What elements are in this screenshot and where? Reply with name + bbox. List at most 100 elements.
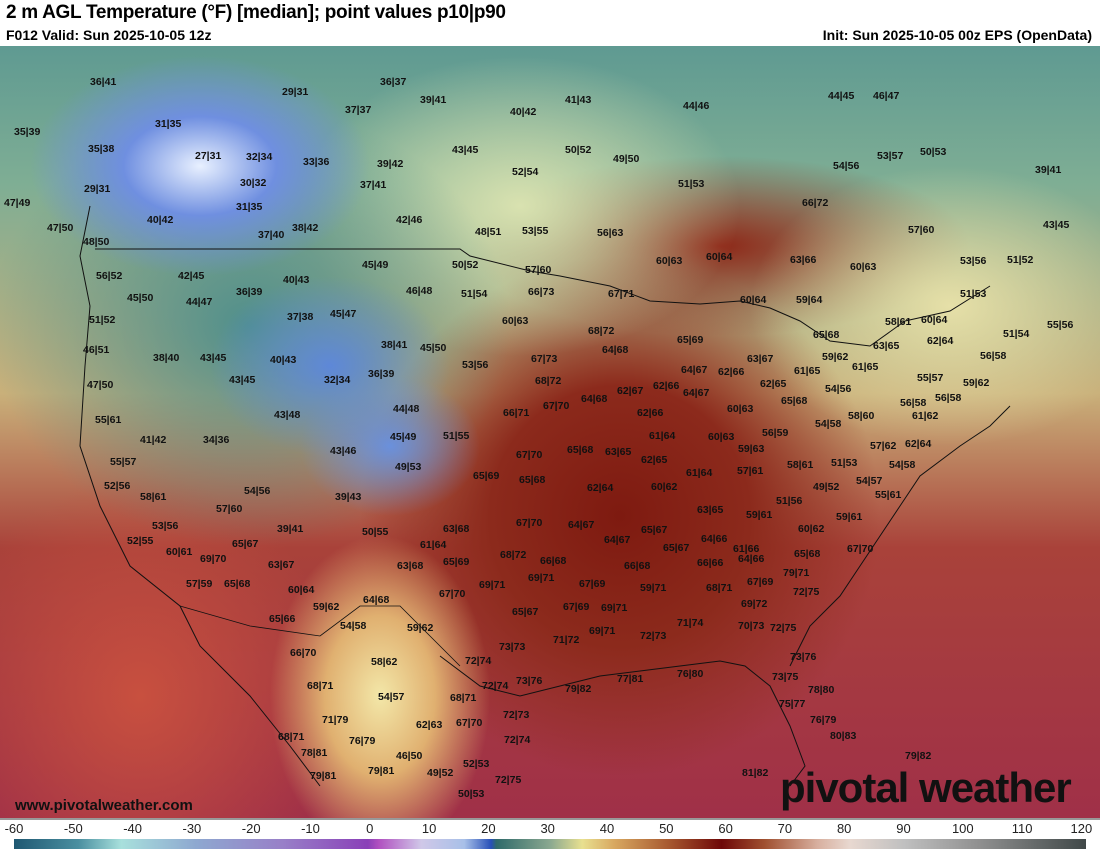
point-value: 49|52: [427, 767, 454, 779]
point-value: 46|47: [873, 90, 900, 102]
point-value: 40|43: [283, 274, 310, 286]
point-value: 59|71: [640, 582, 667, 594]
east-coast: [789, 405, 1011, 667]
point-value: 36|39: [236, 286, 263, 298]
colorbar-tick-label: -40: [123, 821, 142, 836]
point-value: 63|67: [747, 353, 774, 365]
point-value: 53|56: [960, 255, 987, 267]
point-value: 48|51: [475, 226, 502, 238]
colorbar-tick-label: 80: [836, 821, 852, 836]
point-value: 37|40: [258, 229, 285, 241]
point-value: 59|61: [836, 511, 863, 523]
point-value: 62|66: [637, 407, 664, 419]
point-value: 40|42: [147, 214, 174, 226]
point-value: 52|53: [463, 758, 490, 770]
point-value: 43|45: [1043, 219, 1070, 231]
point-value: 37|41: [360, 179, 387, 191]
point-value: 52|54: [512, 166, 539, 178]
point-value: 66|72: [802, 197, 829, 209]
site-url[interactable]: www.pivotalweather.com: [15, 797, 193, 814]
point-value: 42|46: [396, 214, 423, 226]
temperature-map[interactable]: 36|41 29|31 36|37 37|37 39|41 40|42 41|43 44|46…: [0, 46, 1100, 818]
point-value: 54|56: [825, 383, 852, 395]
point-value: 62|67: [617, 385, 644, 397]
point-value: 71|72: [553, 634, 580, 646]
point-value: 62|63: [416, 719, 443, 731]
point-value: 47|50: [47, 222, 74, 234]
valid-time: F012 Valid: Sun 2025-10-05 12z: [6, 27, 212, 43]
point-value: 65|67: [232, 538, 259, 550]
point-value: 65|69: [473, 470, 500, 482]
point-value: 50|52: [452, 259, 479, 271]
point-value: 67|69: [747, 576, 774, 588]
point-value: 54|56: [833, 160, 860, 172]
point-value: 60|64: [288, 584, 315, 596]
point-value: 45|47: [330, 308, 357, 320]
point-value: 65|68: [224, 578, 251, 590]
point-value: 51|53: [678, 178, 705, 190]
point-value: 44|48: [393, 403, 420, 415]
point-value: 69|70: [200, 553, 227, 565]
point-value: 71|79: [322, 714, 349, 726]
point-value: 57|60: [908, 224, 935, 236]
point-value: 69|71: [589, 625, 616, 637]
point-value: 61|65: [852, 361, 879, 373]
point-value: 50|53: [920, 146, 947, 158]
point-value: 77|81: [617, 673, 644, 685]
point-value: 51|54: [1003, 328, 1030, 340]
point-value: 58|60: [848, 410, 875, 422]
point-value: 46|51: [83, 344, 110, 356]
colorbar-tick-label: -10: [301, 821, 320, 836]
point-value: 79|81: [368, 765, 395, 777]
point-value: 58|61: [140, 491, 167, 503]
colorbar-tick-label: 90: [896, 821, 911, 836]
colorbar-tick-label: -30: [182, 821, 202, 836]
point-value: 69|71: [601, 602, 628, 614]
point-value: 40|42: [510, 106, 537, 118]
us-canada-border: [95, 248, 991, 347]
point-value: 43|46: [330, 445, 357, 457]
point-value: 73|76: [790, 651, 817, 663]
colorbar-tick-label: 30: [540, 821, 555, 836]
point-value: 27|31: [195, 150, 222, 162]
point-value: 39|41: [277, 523, 304, 535]
point-value: 67|70: [516, 449, 543, 461]
point-value: 67|70: [847, 543, 874, 555]
colorbar-tick-label: 10: [421, 821, 437, 836]
point-value: 72|74: [504, 734, 531, 746]
point-value: 76|80: [677, 668, 704, 680]
point-value: 62|66: [718, 366, 745, 378]
point-value: 60|63: [708, 431, 735, 443]
point-value: 64|67: [604, 534, 631, 546]
point-value: 65|68: [813, 329, 840, 341]
point-value: 56|59: [762, 427, 789, 439]
point-value: 50|52: [565, 144, 592, 156]
point-value: 61|65: [794, 365, 821, 377]
point-value: 55|56: [1047, 319, 1074, 331]
brand-watermark: pivotal weather: [780, 764, 1072, 811]
point-value: 55|61: [875, 489, 902, 501]
point-value: 72|73: [640, 630, 667, 642]
point-value: 39|41: [420, 94, 447, 106]
point-value: 32|34: [246, 151, 273, 163]
point-value: 34|36: [203, 434, 230, 446]
point-value: 63|65: [873, 340, 900, 352]
point-value: 59|62: [313, 601, 340, 613]
point-value: 51|56: [776, 495, 803, 507]
point-value: 60|64: [740, 294, 767, 306]
point-value: 66|73: [528, 286, 555, 298]
point-value: 31|35: [155, 118, 182, 130]
point-value: 80|83: [830, 730, 857, 742]
point-value: 63|66: [790, 254, 817, 266]
colorbar-tick-label: 120: [1070, 821, 1093, 836]
colorbar-tick-label: 110: [1011, 821, 1033, 836]
point-value: 39|41: [1035, 164, 1062, 176]
point-value: 40|43: [270, 354, 297, 366]
point-value: 60|64: [921, 314, 948, 326]
point-value: 61|64: [649, 430, 676, 442]
point-value: 45|50: [420, 342, 447, 354]
point-value: 68|72: [588, 325, 615, 337]
point-value: 53|56: [152, 520, 179, 532]
point-value: 51|53: [960, 288, 987, 300]
point-value: 65|68: [794, 548, 821, 560]
